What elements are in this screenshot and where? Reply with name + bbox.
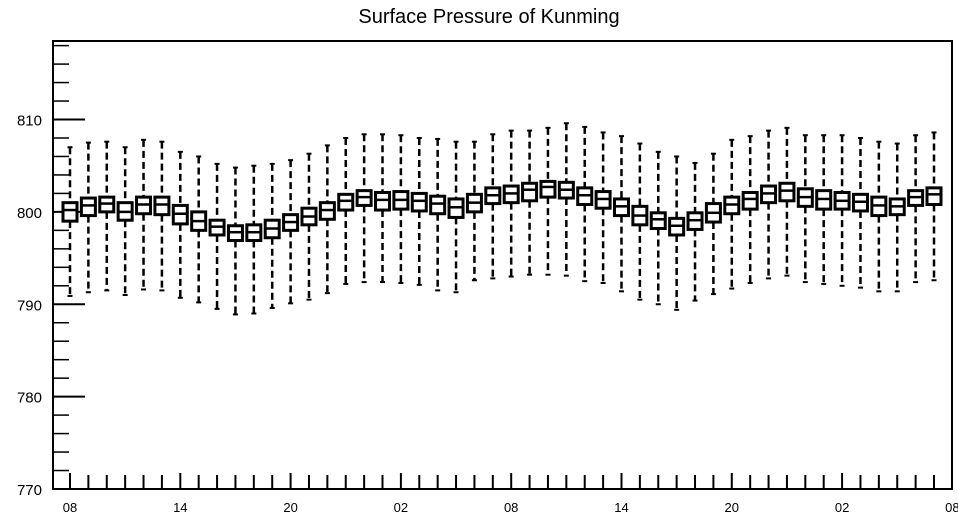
box-plot-item (686, 161, 704, 302)
box-plot-item (226, 166, 244, 316)
box-plot-item (851, 136, 869, 289)
box-plot-item (778, 126, 796, 277)
box-plot-item (410, 136, 428, 286)
box-plot-item (337, 136, 355, 285)
x-tick-label: 08 (504, 500, 518, 515)
box-iqr (410, 191, 428, 213)
box-plot-item (668, 155, 686, 311)
box-plot-item (465, 140, 483, 282)
box-iqr (429, 194, 447, 216)
box-plot-item (447, 140, 465, 294)
plot-frame (52, 40, 953, 490)
box-iqr (778, 181, 796, 203)
box-plot-item (557, 122, 575, 277)
x-tick-label: 08 (945, 500, 958, 515)
box-iqr (374, 190, 392, 212)
x-tick-label: 20 (725, 500, 739, 515)
box-plot-item (61, 146, 79, 297)
chart-title: Surface Pressure of Kunming (358, 6, 619, 28)
box-plot-item (796, 134, 814, 284)
box-plot-item (815, 134, 833, 285)
y-tick-label: 810 (17, 113, 42, 130)
box-iqr (521, 181, 539, 203)
box-plot-item (833, 134, 851, 287)
box-plot-item (116, 146, 134, 297)
box-plot-item (263, 162, 281, 309)
box-plot-item (723, 138, 741, 290)
box-plot-item (392, 134, 410, 285)
box-iqr (649, 211, 667, 231)
x-tick-label: 02 (835, 500, 849, 515)
box-plot-item (282, 159, 300, 305)
box-plot-item (190, 155, 208, 304)
box-plot-item (521, 129, 539, 276)
box-plot-item (594, 131, 612, 285)
box-plot-item (925, 131, 943, 282)
x-tick-label: 02 (394, 500, 408, 515)
x-tick-label: 14 (614, 500, 628, 515)
box-plot-item (153, 140, 171, 292)
box-plot-item (907, 134, 925, 284)
axes: 770 780 790 800 810 08 14 20 02 08 14 20 02 08 (17, 40, 958, 515)
box-plot-item (318, 144, 336, 295)
box-iqr (539, 179, 557, 199)
box-plot-item (355, 133, 373, 284)
box-plot-item (870, 140, 888, 293)
box-plot-item (171, 150, 189, 299)
box-iqr (79, 196, 97, 218)
box-plot-item (888, 142, 906, 293)
box-plot-item (760, 129, 778, 280)
plot-area (61, 122, 943, 316)
box-plot-item (704, 152, 722, 296)
box-iqr (925, 186, 943, 206)
box-iqr (337, 192, 355, 212)
box-plot-item (429, 137, 447, 292)
y-tick-label: 770 (17, 482, 42, 499)
x-tick-label: 20 (283, 500, 297, 515)
x-tick-label: 08 (63, 500, 77, 515)
box-plot-item (741, 135, 759, 285)
box-plot-item (539, 126, 557, 276)
box-plot-item (649, 150, 667, 306)
box-iqr (61, 201, 79, 223)
box-plot-item (208, 162, 226, 310)
box-plot-item (374, 133, 392, 284)
box-plot-item (484, 133, 502, 280)
y-tick-label: 800 (17, 205, 42, 222)
box-plot-item (300, 152, 318, 301)
box-plot-item (612, 135, 630, 293)
box-iqr (741, 190, 759, 211)
box-plot-item (245, 164, 263, 315)
box-plot-item (79, 141, 97, 294)
x-tick-label: 14 (173, 500, 187, 515)
y-tick-label: 780 (17, 390, 42, 407)
y-tick-label: 790 (17, 297, 42, 314)
box-plot-item (631, 142, 649, 301)
box-plot-item (135, 138, 153, 291)
box-plot-item (502, 129, 520, 278)
box-plot-item (98, 140, 116, 292)
box-plot-item (576, 125, 594, 283)
box-iqr (153, 195, 171, 217)
